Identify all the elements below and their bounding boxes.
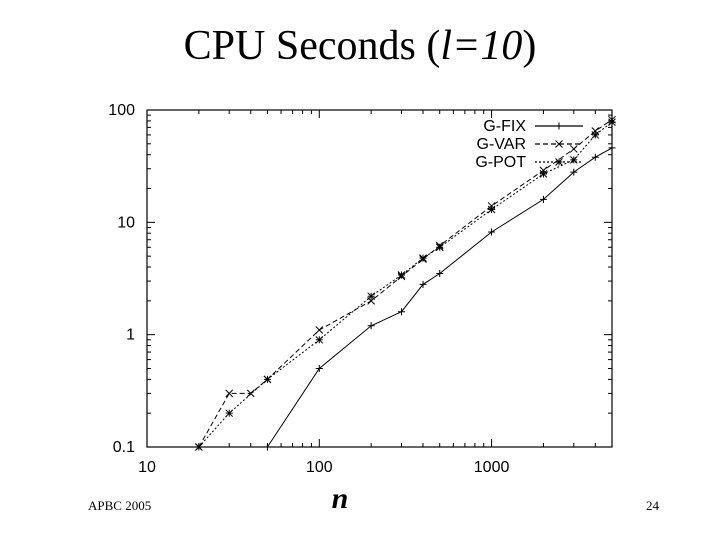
series-g-fix bbox=[263, 144, 616, 451]
series-line-g-var bbox=[198, 119, 613, 448]
data-point-g-pot bbox=[487, 205, 496, 214]
data-point-g-pot bbox=[195, 443, 203, 451]
data-point-g-pot bbox=[263, 375, 272, 384]
legend-marker-g-pot bbox=[555, 158, 563, 166]
title-variable: l bbox=[440, 23, 452, 69]
y-tick-label: 0.1 bbox=[113, 439, 135, 456]
legend-label: G-POT bbox=[475, 154, 526, 171]
plot-frame bbox=[146, 109, 613, 448]
series-line-g-fix bbox=[266, 147, 613, 448]
data-point-g-fix bbox=[397, 308, 405, 316]
data-point-g-var bbox=[225, 389, 234, 398]
data-point-g-fix bbox=[367, 322, 375, 330]
data-point-g-var bbox=[315, 326, 324, 334]
title-text: CPU Seconds ( bbox=[183, 23, 441, 69]
y-tick-label: 1 bbox=[126, 327, 135, 344]
data-point-g-fix bbox=[570, 168, 578, 176]
title-close: ) bbox=[522, 23, 537, 69]
data-point-g-fix bbox=[436, 270, 444, 278]
slide-title: CPU Seconds (l=10) bbox=[0, 22, 720, 70]
legend-marker-g-var bbox=[555, 140, 563, 148]
legend-label: G-VAR bbox=[477, 136, 526, 153]
series-g-pot bbox=[195, 118, 616, 451]
data-point-g-var bbox=[246, 389, 255, 398]
data-point-g-pot bbox=[315, 335, 324, 344]
footer-conference: APBC 2005 bbox=[88, 498, 152, 513]
x-axis-label: n bbox=[331, 482, 349, 515]
series-line-g-pot bbox=[198, 121, 613, 448]
legend-marker-g-fix bbox=[555, 122, 563, 130]
x-tick-label: 1000 bbox=[474, 459, 510, 476]
data-point-g-pot bbox=[569, 155, 578, 164]
data-point-g-fix bbox=[591, 153, 599, 161]
data-point-g-pot bbox=[397, 271, 406, 279]
plot-frame-layer bbox=[146, 109, 613, 448]
data-point-g-pot bbox=[419, 254, 427, 262]
data-point-g-pot bbox=[591, 131, 600, 139]
tick-layer: 0.1 1 10 100 10 100 1000 bbox=[108, 102, 613, 476]
data-point-g-fix bbox=[315, 364, 323, 372]
data-point-g-fix bbox=[539, 195, 547, 203]
data-point-g-fix bbox=[419, 280, 427, 288]
y-tick-label: 10 bbox=[117, 214, 135, 231]
data-point-g-fix bbox=[263, 443, 271, 451]
legend-label: G-FIX bbox=[483, 118, 526, 135]
series-g-var bbox=[195, 115, 616, 451]
data-point-g-fix bbox=[608, 144, 616, 152]
x-tick-label: 10 bbox=[138, 459, 156, 476]
data-point-g-pot bbox=[225, 409, 234, 418]
data-point-g-pot bbox=[367, 292, 376, 301]
data-point-g-var bbox=[569, 145, 578, 153]
series-layer bbox=[195, 115, 616, 451]
y-tick-label: 100 bbox=[108, 102, 135, 119]
data-point-g-pot bbox=[539, 170, 548, 178]
x-tick-label: 100 bbox=[306, 459, 333, 476]
data-point-g-fix bbox=[488, 228, 496, 236]
title-equals: =10 bbox=[452, 23, 523, 69]
data-point-g-pot bbox=[608, 118, 616, 126]
page-number: 24 bbox=[646, 498, 659, 513]
data-point-g-pot bbox=[435, 243, 444, 252]
